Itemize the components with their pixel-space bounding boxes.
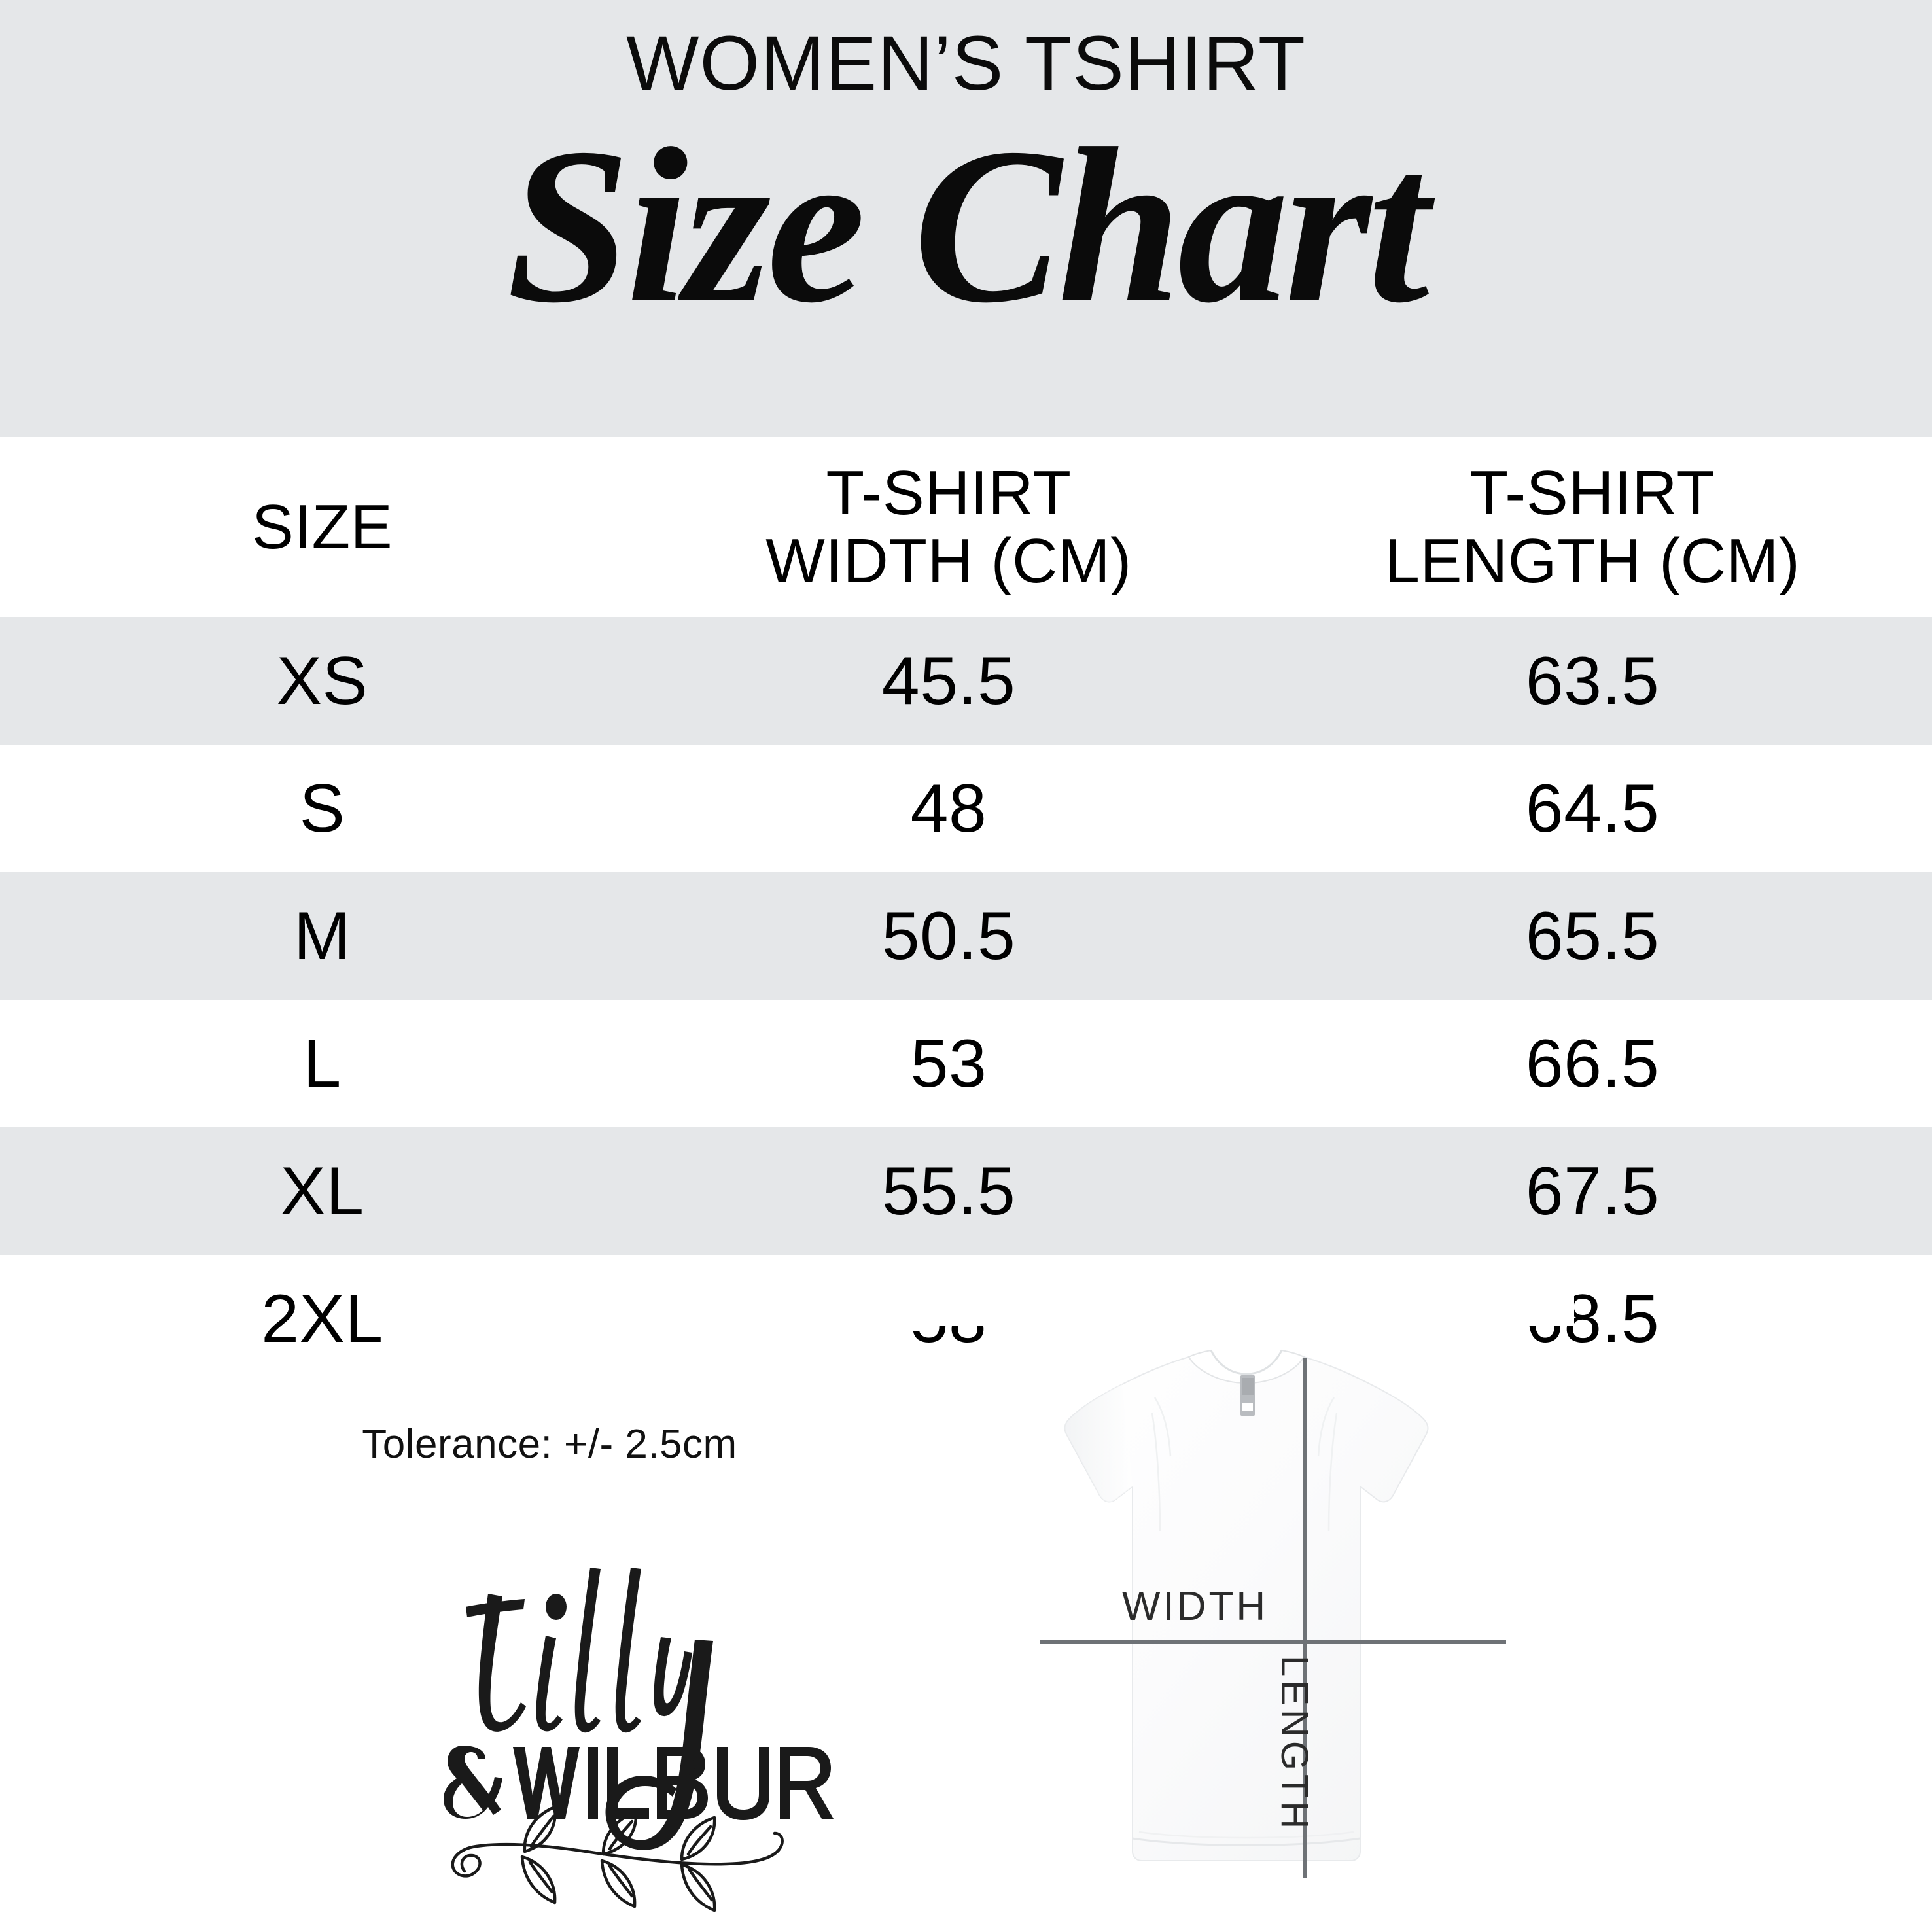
shirt-photo-backdrop: [898, 1267, 1574, 1326]
row-length-value: 63.5: [1525, 642, 1660, 719]
header-subtitle: WOMEN’S TSHIRT: [626, 20, 1306, 107]
row-length-value: 67.5: [1525, 1153, 1660, 1229]
column-header-width-line1: T-SHIRT: [826, 457, 1072, 528]
table-row: S 48 64.5: [0, 745, 1932, 872]
row-width-value: 53: [910, 1025, 987, 1102]
page-title: Size Chart: [506, 102, 1429, 349]
column-header-length-line2: LENGTH (CM): [1384, 525, 1800, 596]
row-size-value: S: [299, 770, 345, 847]
row-width-value: 50.5: [881, 898, 1016, 974]
size-table: SIZE T-SHIRT WIDTH (CM) T-SHIRT LENGTH (…: [0, 437, 1932, 1382]
column-header-width: T-SHIRT WIDTH (CM): [644, 459, 1253, 595]
width-measure-line: [1040, 1640, 1506, 1644]
header-band: WOMEN’S TSHIRT Size Chart: [0, 0, 1932, 437]
table-row: XL 55.5 67.5: [0, 1127, 1932, 1255]
column-header-size-line1: SIZE: [251, 491, 393, 562]
row-size-value: M: [293, 898, 351, 974]
column-header-length-line1: T-SHIRT: [1469, 457, 1715, 528]
row-size-value: XS: [276, 642, 368, 719]
row-size-value: L: [303, 1025, 342, 1102]
width-measure-label: WIDTH: [1122, 1584, 1269, 1629]
column-header-size: SIZE: [0, 493, 644, 561]
row-size-value: XL: [280, 1153, 364, 1229]
row-length-value: 65.5: [1525, 898, 1660, 974]
row-length-value: 64.5: [1525, 770, 1660, 847]
row-width-value: 45.5: [881, 642, 1016, 719]
tshirt-illustration: [1024, 1335, 1469, 1884]
length-measure-label: LENGTH: [1273, 1655, 1316, 1833]
column-header-length: T-SHIRT LENGTH (CM): [1253, 459, 1932, 595]
tolerance-note: Tolerance: +/- 2.5cm: [362, 1422, 737, 1467]
row-size-value: 2XL: [261, 1280, 383, 1357]
length-measure-line: [1303, 1358, 1307, 1878]
table-row: L 53 66.5: [0, 1000, 1932, 1127]
table-header-row: SIZE T-SHIRT WIDTH (CM) T-SHIRT LENGTH (…: [0, 437, 1932, 617]
column-header-width-line2: WIDTH (CM): [765, 525, 1132, 596]
garment-neck-tag: [1240, 1375, 1255, 1416]
row-width-value: 48: [910, 770, 987, 847]
table-row: XS 45.5 63.5: [0, 617, 1932, 745]
brand-logo: [425, 1524, 870, 1917]
table-row: M 50.5 65.5: [0, 872, 1932, 1000]
row-length-value: 66.5: [1525, 1025, 1660, 1102]
row-width-value: 55.5: [881, 1153, 1016, 1229]
